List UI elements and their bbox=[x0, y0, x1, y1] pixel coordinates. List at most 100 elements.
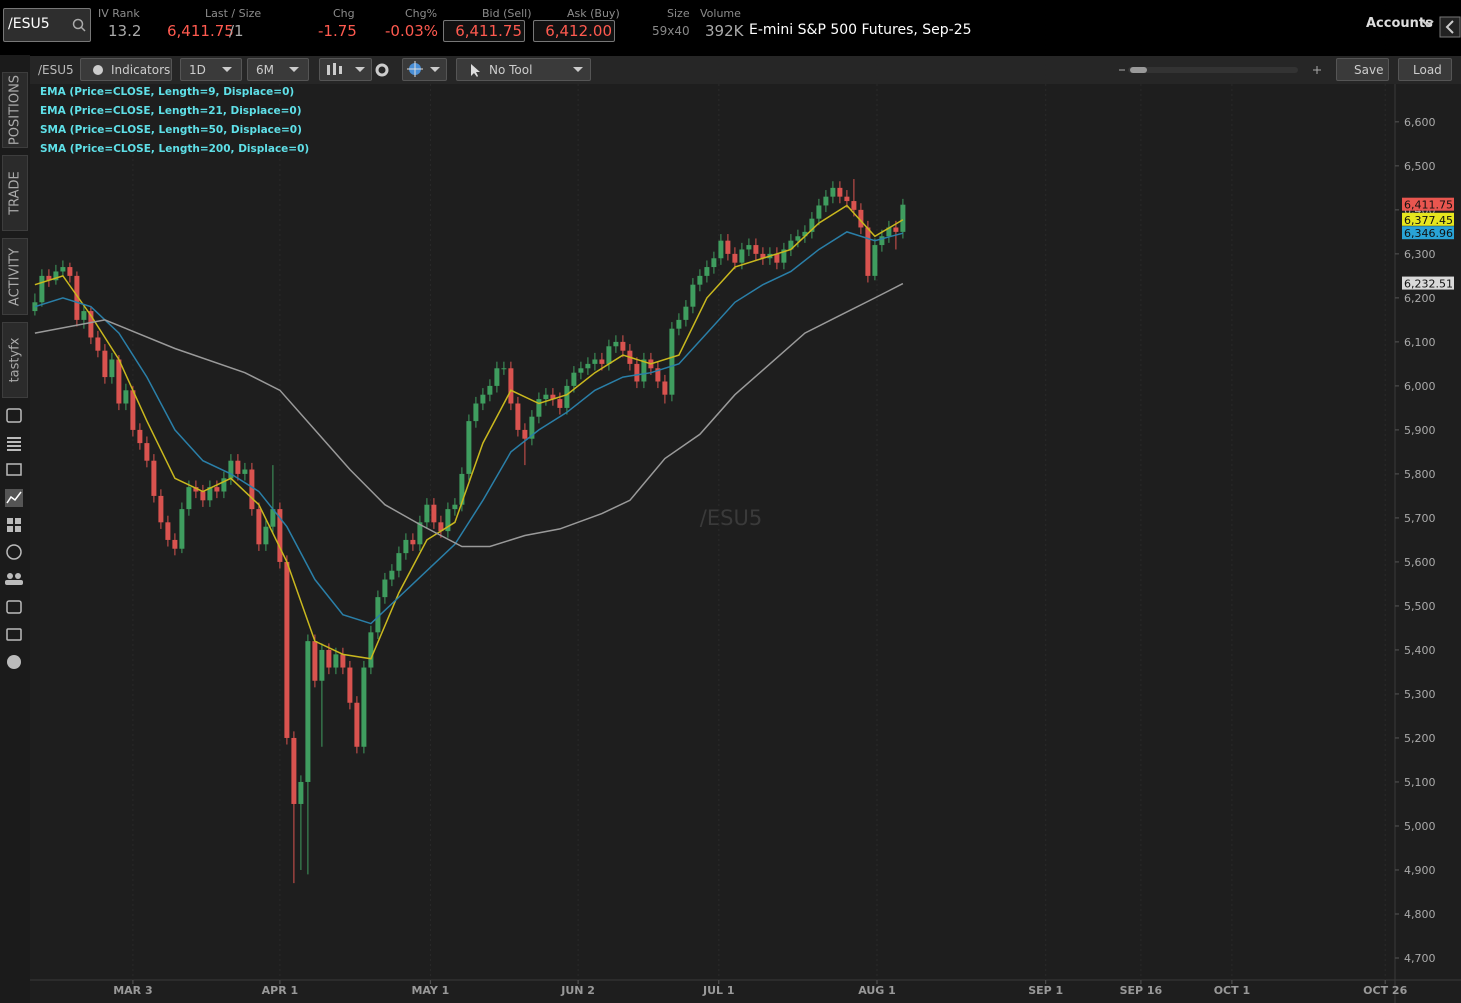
candle-body bbox=[221, 478, 227, 492]
load-button[interactable]: Load bbox=[1398, 58, 1452, 81]
y-tick-label: 5,900 bbox=[1404, 424, 1436, 437]
candle-body bbox=[739, 249, 745, 263]
candle-body bbox=[319, 649, 325, 681]
candle-body bbox=[361, 667, 367, 747]
legend-entry: EMA (Price=CLOSE, Length=21, Displace=0) bbox=[40, 105, 302, 117]
candle-body bbox=[669, 328, 675, 395]
moving-average-line bbox=[34, 231, 904, 625]
y-tick-label: 5,200 bbox=[1404, 732, 1436, 745]
candle-body bbox=[732, 253, 738, 263]
bid-box[interactable]: 6,411.75 bbox=[443, 20, 525, 42]
field-label: Chg bbox=[333, 7, 355, 20]
candle-body bbox=[123, 390, 129, 404]
y-tick-label: 6,100 bbox=[1404, 336, 1436, 349]
candle-body bbox=[305, 641, 311, 782]
candle-body bbox=[529, 416, 535, 439]
candle-body bbox=[207, 487, 213, 501]
y-tick-label: 5,100 bbox=[1404, 776, 1436, 789]
candle-body bbox=[830, 187, 836, 197]
candle-body bbox=[816, 205, 822, 219]
chart-style-dropdown[interactable] bbox=[319, 58, 372, 81]
candle-body bbox=[893, 227, 899, 232]
candle-body bbox=[564, 385, 570, 408]
candle-body bbox=[802, 231, 808, 237]
candle-body bbox=[228, 460, 234, 479]
tab-label: TRADE bbox=[7, 171, 23, 215]
x-tick-label: JUN 2 bbox=[560, 984, 595, 997]
candle-body bbox=[858, 209, 864, 228]
field-label: Last / Size bbox=[205, 7, 262, 20]
tab-label: POSITIONS bbox=[7, 74, 23, 146]
tool-dropdown[interactable]: No Tool bbox=[456, 58, 591, 81]
x-tick-label: MAR 3 bbox=[113, 984, 152, 997]
field-value: 6,411.75 bbox=[167, 22, 234, 40]
toolbar-symbol: /ESU5 bbox=[38, 63, 74, 77]
candle-body bbox=[67, 267, 73, 276]
ask-box[interactable]: 6,412.00 bbox=[533, 20, 615, 42]
x-tick-label: MAY 1 bbox=[411, 984, 449, 997]
candle-body bbox=[312, 641, 318, 681]
legend-entry: SMA (Price=CLOSE, Length=200, Displace=0… bbox=[40, 143, 309, 155]
y-tick-label: 6,000 bbox=[1404, 380, 1436, 393]
x-tick-label: OCT 26 bbox=[1363, 984, 1407, 997]
x-tick-label: SEP 16 bbox=[1120, 984, 1163, 997]
candle-body bbox=[284, 561, 290, 738]
candle-body bbox=[179, 509, 185, 549]
y-tick-label: 6,300 bbox=[1404, 248, 1436, 261]
candle-body bbox=[690, 284, 696, 307]
candle-body bbox=[879, 236, 885, 246]
symbol-input[interactable]: /ESU5 bbox=[3, 8, 91, 42]
sidebar-tab[interactable]: ACTIVITY bbox=[2, 238, 28, 315]
field-value: -1.75 bbox=[318, 22, 357, 40]
sidebar-tab[interactable]: POSITIONS bbox=[2, 72, 28, 148]
candle-body bbox=[753, 245, 759, 254]
candle-body bbox=[809, 218, 815, 232]
candle-body bbox=[522, 429, 528, 439]
candle-body bbox=[781, 249, 787, 263]
candle-body bbox=[431, 504, 437, 523]
candle-body bbox=[774, 253, 780, 263]
accounts-menu[interactable]: Accounts bbox=[1366, 16, 1433, 31]
x-tick-label: AUG 1 bbox=[858, 984, 896, 997]
candle-body bbox=[172, 539, 178, 549]
candle-body bbox=[39, 275, 45, 303]
candle-body bbox=[326, 649, 332, 668]
legend-entry: SMA (Price=CLOSE, Length=50, Displace=0) bbox=[40, 124, 302, 136]
candle-body bbox=[480, 394, 486, 404]
candle-body bbox=[515, 403, 521, 430]
y-tick-label: 5,800 bbox=[1404, 468, 1436, 481]
candle-body bbox=[354, 702, 360, 747]
candle-body bbox=[466, 421, 472, 474]
candle-body bbox=[641, 359, 647, 382]
tab-label: ACTIVITY bbox=[7, 247, 23, 306]
indicators-button[interactable]: Indicators bbox=[80, 58, 172, 81]
field-label: Chg% bbox=[405, 7, 438, 20]
candle-body bbox=[578, 368, 584, 373]
y-tick-label: 4,900 bbox=[1404, 864, 1436, 877]
chevrons[interactable] bbox=[1420, 16, 1461, 38]
search-icon bbox=[72, 18, 86, 32]
sidebar-tab[interactable]: TRADE bbox=[2, 155, 28, 231]
price-marker bbox=[1402, 212, 1454, 226]
candle-body bbox=[473, 403, 479, 422]
y-tick-label: 4,800 bbox=[1404, 908, 1436, 921]
description: E-mini S&P 500 Futures, Sep-25 bbox=[749, 22, 972, 38]
field-label: Volume bbox=[700, 7, 741, 20]
candle-body bbox=[109, 359, 115, 378]
candle-body bbox=[137, 429, 143, 444]
sidebar-tab[interactable]: tastyfx bbox=[2, 322, 28, 398]
candle-body bbox=[151, 460, 157, 496]
candle-body bbox=[403, 539, 409, 554]
candle-body bbox=[872, 245, 878, 276]
candle-body bbox=[585, 363, 591, 369]
candle-body bbox=[340, 654, 346, 668]
sidebar-icons[interactable] bbox=[5, 407, 25, 677]
symbol-text: /ESU5 bbox=[8, 16, 50, 32]
save-button[interactable]: Save bbox=[1336, 58, 1389, 81]
x-tick-label: APR 1 bbox=[262, 984, 299, 997]
moving-average-line bbox=[34, 204, 904, 660]
range-dropdown[interactable]: 6M bbox=[247, 58, 309, 81]
candle-body bbox=[130, 390, 136, 430]
aggregation-dropdown[interactable]: 1D bbox=[180, 58, 242, 81]
candle-body bbox=[662, 381, 668, 395]
